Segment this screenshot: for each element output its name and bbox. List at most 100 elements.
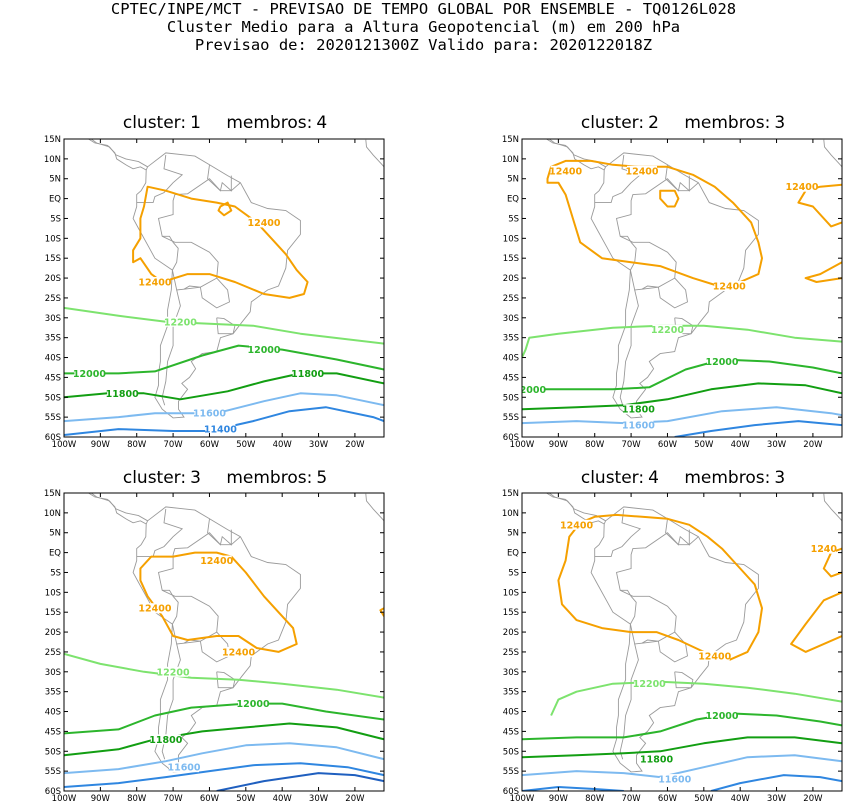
africa-coastline [365,493,384,522]
cluster-label: cluster: [580,468,645,488]
contour-label-bg [238,698,269,709]
contour-line [522,358,842,391]
lat-label: 60S [45,433,61,443]
lon-label: 90W [549,440,569,450]
lat-label: 45S [45,373,61,383]
lon-label: 70W [163,794,183,803]
contour-label: 12400 [138,278,171,289]
lon-label: 60W [658,794,678,803]
lat-label: 25S [503,294,519,304]
contour-line [64,306,384,345]
lon-label: 30W [309,440,329,450]
lat-label: 30S [503,314,519,324]
lat-label: 50S [45,393,61,403]
contour-label-bg [659,774,690,785]
contour-label: 12000 [705,357,738,368]
lon-label: 50W [236,440,256,450]
header-line-3: Previsao de: 2020121300Z Valido para: 20… [194,36,653,54]
lat-label: 15N [502,135,519,145]
cluster-number: 1 [190,113,201,133]
caribbean-island [617,119,635,125]
lat-label: 30S [45,668,61,678]
contour-line [659,189,680,208]
contour-label: 1240 [811,544,838,555]
lon-label: 20W [345,440,365,450]
contour-line [64,406,384,436]
central-america-coastline [87,493,147,525]
lat-label: 20S [45,628,61,638]
africa-coastline [823,139,842,168]
lon-label: 60W [200,440,220,450]
country-border [615,532,699,645]
contour-label: 11600 [658,775,691,786]
contour-label-bg [292,368,323,379]
lon-label: 20W [345,794,365,803]
lon-label: 80W [127,794,147,803]
caribbean-island [119,107,155,119]
lat-label: 25S [45,294,61,304]
contour-label: 11800 [640,755,673,766]
contour-line [804,261,842,283]
membros-count: 3 [774,468,786,488]
map-frame [63,492,385,792]
lat-label: 55S [503,413,519,423]
contour-label-bg [249,217,279,228]
country-border [162,235,179,271]
lat-label: 45S [503,727,519,737]
map-frame [521,492,843,792]
contour-label-bg [811,543,837,554]
lon-label: 80W [585,794,605,803]
lon-label: 70W [621,794,641,803]
lat-label: 50S [45,747,61,757]
south-america-coastline [590,152,759,419]
lat-label: 55S [45,767,61,777]
contour-label-bg [150,734,181,745]
contour-line [522,382,842,411]
country-border [162,589,179,625]
country-border [665,518,690,546]
contour-label: 12200 [157,667,190,678]
header-line-1: CPTEC/INPE/MCT - PREVISAO DE TEMPO GLOBA… [110,0,737,18]
country-border [136,154,184,204]
contour-label: 11800 [622,405,655,416]
contour-label-bg [139,277,170,288]
country-border [594,154,642,204]
contour-label-bg [623,404,654,415]
contour-label: 11600 [622,421,655,432]
country-border [619,289,639,406]
contour-label: 12400 [698,651,731,662]
membros-label: membros: [226,113,313,133]
contour-line [522,324,842,358]
header-line-2: Cluster Medio para a Altura Geopotencial… [166,18,681,36]
contour-label: 12400 [713,282,746,293]
lat-label: 55S [503,767,519,777]
caribbean-island [577,461,613,473]
lat-label: 60S [45,787,61,797]
contour-label-bg [707,710,737,721]
country-border [641,285,659,290]
panel-title: cluster: 2 membros: 3 [523,113,843,133]
contour-line [64,344,384,375]
country-border [136,508,184,558]
lat-label: 35S [45,334,61,344]
lon-label: 100W [52,440,77,450]
lon-label: 90W [91,794,111,803]
lon-label: 30W [767,794,787,803]
lon-label: 20W [803,794,823,803]
contour-line [64,742,384,775]
contour-line [790,591,842,653]
lat-label: 45S [45,727,61,737]
lat-label: 10N [502,509,519,519]
lon-label: 50W [694,440,714,450]
africa-coastline [365,139,384,168]
caribbean-island [183,479,189,480]
lat-label: 15S [45,254,61,264]
contour-label: 12400 [247,218,280,229]
country-border [207,518,232,546]
caribbean-island [144,479,151,481]
country-border [161,289,181,406]
country-border [674,671,694,689]
contour-label-bg [707,356,737,367]
caribbean-island [159,473,177,479]
contour-label: 12000 [237,699,270,710]
